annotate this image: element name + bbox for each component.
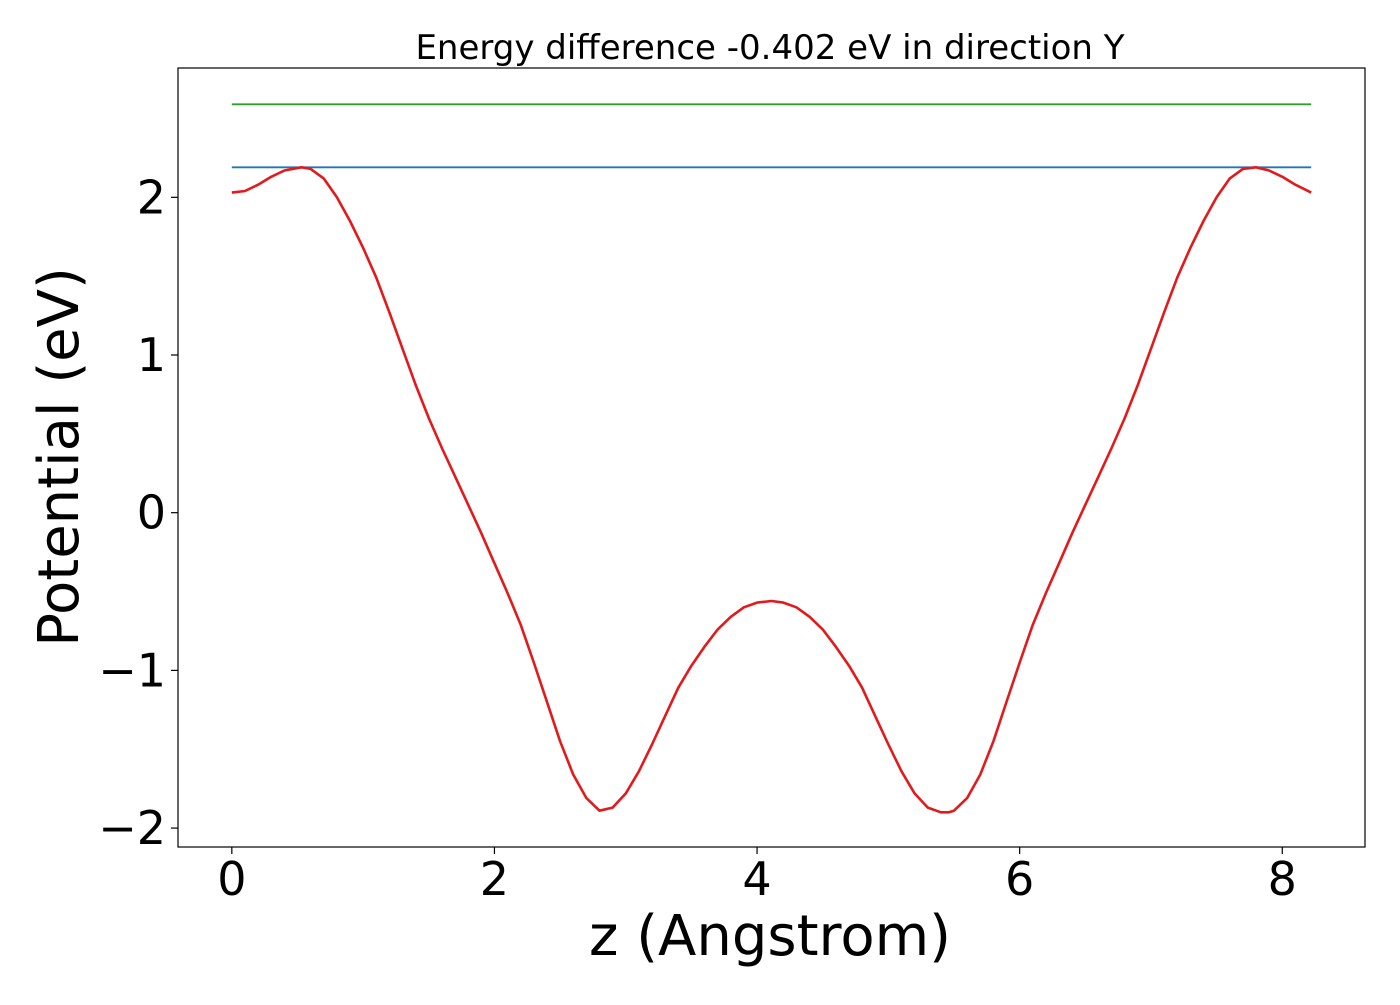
y-axis-label: Potential (eV) [27, 267, 92, 647]
x-tick-label: 0 [217, 852, 246, 906]
x-axis-label: z (Angstrom) [589, 904, 951, 969]
x-tick-label: 2 [480, 852, 509, 906]
series-line-2 [231, 166, 1312, 814]
y-tick-label: 2 [137, 170, 166, 224]
chart-title: Energy difference -0.402 eV in direction… [415, 28, 1124, 68]
y-tick-label: −1 [98, 643, 166, 697]
y-tick-label: 1 [137, 328, 166, 382]
plot-area-frame [177, 67, 1366, 848]
x-tick-label: 8 [1268, 852, 1297, 906]
y-axis: −2 −1 0 1 2 [98, 170, 178, 855]
x-tick-label: 6 [1005, 852, 1034, 906]
y-tick-label: −2 [98, 801, 166, 855]
y-tick-label: 0 [137, 486, 166, 540]
series-layer [231, 103, 1312, 814]
x-tick-label: 4 [742, 852, 771, 906]
x-axis: 0 2 4 6 8 [217, 847, 1297, 906]
